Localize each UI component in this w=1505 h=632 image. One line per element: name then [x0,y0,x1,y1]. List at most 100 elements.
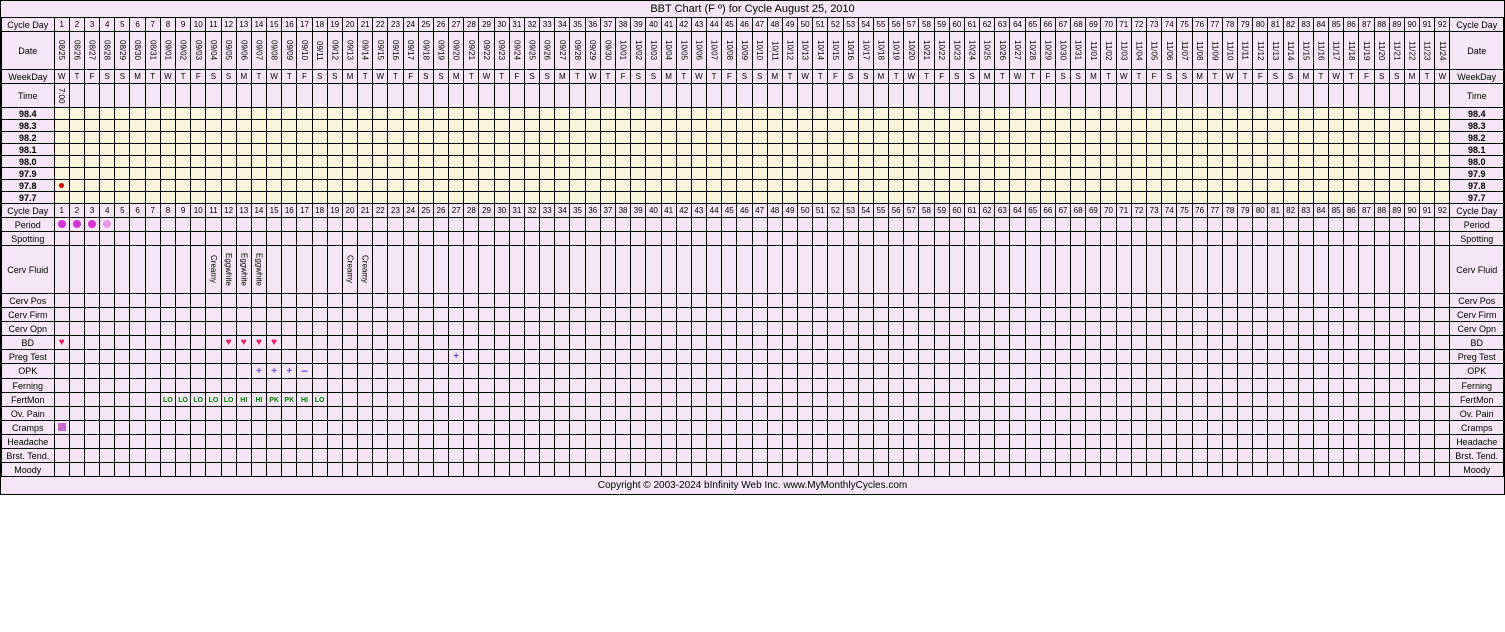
data-cell [130,393,145,407]
data-cell [813,246,828,294]
data-cell [479,421,494,435]
data-cell [145,84,160,108]
data-cell [1071,407,1086,421]
data-cell [631,132,646,144]
period-dot-icon [88,220,96,228]
data-cell [327,364,342,379]
data-cell [479,364,494,379]
data-cell [206,144,221,156]
data-cell [1010,364,1025,379]
data-cell [1010,379,1025,393]
data-cell [403,168,418,180]
data-cell [858,308,873,322]
data-cell: 23 [388,204,403,218]
data-cell [1071,132,1086,144]
data-cell [1268,232,1283,246]
data-cell [631,449,646,463]
data-cell [206,218,221,232]
data-cell [1101,294,1116,308]
data-cell [631,84,646,108]
data-cell [130,322,145,336]
data-cell [1389,132,1404,144]
data-cell [1040,449,1055,463]
data-cell [1131,449,1146,463]
data-cell [84,463,99,477]
data-cell [980,218,995,232]
data-cell [1162,246,1177,294]
data-cell [1192,144,1207,156]
data-cell: F [403,70,418,84]
data-cell [267,84,282,108]
data-cell [1313,232,1328,246]
data-cell: 10/26 [995,32,1010,70]
data-cell [1086,463,1101,477]
data-cell [267,180,282,192]
data-cell [1101,322,1116,336]
data-cell [145,192,160,204]
data-cell [752,132,767,144]
data-cell [282,308,297,322]
data-cell [585,232,600,246]
data-cell [1359,435,1374,449]
data-cell [1162,180,1177,192]
data-cell [1420,449,1435,463]
data-cell: F [1359,70,1374,84]
data-cell: 66 [1040,18,1055,32]
data-cell [1025,132,1040,144]
data-cell: 4 [100,204,115,218]
data-cell [373,336,388,350]
data-cell [1040,393,1055,407]
data-cell: LO [191,393,206,407]
data-cell [1404,246,1419,294]
data-cell [1071,120,1086,132]
data-cell: F [934,70,949,84]
data-cell [191,336,206,350]
data-cell [540,463,555,477]
data-cell [479,144,494,156]
data-cell [631,294,646,308]
data-cell [433,180,448,192]
data-cell [600,218,615,232]
data-cell [267,350,282,364]
data-cell [540,168,555,180]
data-cell: 49 [782,204,797,218]
data-cell [84,192,99,204]
data-cell [1389,180,1404,192]
data-cell [1222,232,1237,246]
data-cell [358,308,373,322]
data-cell: Eggwhite [221,246,236,294]
data-cell [782,449,797,463]
data-cell [752,120,767,132]
data-cell [449,108,464,120]
data-cell: ♥ [236,336,251,350]
data-cell [1268,379,1283,393]
data-cell [904,84,919,108]
data-cell [267,120,282,132]
data-cell [145,232,160,246]
data-cell [676,322,691,336]
data-cell [1389,463,1404,477]
data-cell: T [69,70,84,84]
data-cell [934,168,949,180]
data-cell [707,364,722,379]
data-cell: + [267,364,282,379]
data-cell [494,156,509,168]
data-cell [752,192,767,204]
data-cell [600,379,615,393]
data-cell [297,144,312,156]
data-cell [509,435,524,449]
data-cell [1101,364,1116,379]
data-cell [221,132,236,144]
data-cell [342,144,357,156]
data-cell [555,108,570,120]
data-cell [980,322,995,336]
data-cell [646,294,661,308]
data-cell [282,463,297,477]
data-cell [1344,336,1359,350]
data-cell [858,463,873,477]
data-cell [251,144,266,156]
data-cell [949,84,964,108]
data-cell [267,379,282,393]
data-cell [54,463,69,477]
data-cell [1420,407,1435,421]
